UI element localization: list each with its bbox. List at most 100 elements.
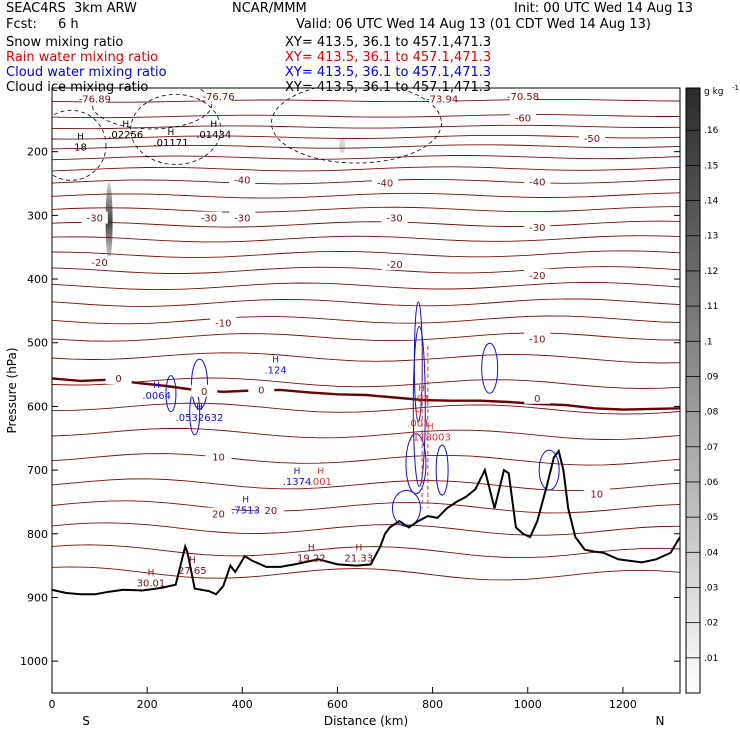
isotherm-line [52,166,680,172]
isotherm-line [52,453,680,466]
isotherm-label-bg [81,211,108,224]
isotherm-line [52,281,680,291]
high-marker-symbol: H [242,496,249,506]
isotherm-label-bg [578,131,605,144]
isotherm-label: -30 [87,214,103,225]
isotherm-label-bg [105,372,132,385]
isotherm-label: 20 [264,506,277,517]
colorbar-unit-exponent: -1 [732,84,739,92]
isotherm-line [52,98,680,103]
isotherm-label-bg [510,89,536,102]
high-marker-symbol: H [168,128,175,138]
init-time: Init: 00 UTC Wed 14 Aug 13 [514,1,694,16]
field-rain-xy: XY= 413.5, 36.1 to 457.1,471.3 [285,50,492,65]
isotherm-label-bg [381,258,408,271]
colorbar-tick-label: .12 [704,267,718,277]
isotherm-line [52,332,680,342]
isotherm-label: -76.89 [79,94,111,105]
x-tick-label: 600 [327,698,348,711]
isotherm-label-bg [248,383,275,396]
y-tick-label: 300 [27,209,48,222]
isotherm-label: 10 [212,452,225,463]
cloud-ice-contour [271,88,442,164]
high-marker-value: .01171 [153,138,188,149]
field-cloud-water-xy: XY= 413.5, 36.1 to 457.1,471.3 [285,65,492,80]
field-cloud-water-label: Cloud water mixing ratio [6,65,167,80]
isotherm-label-bg [583,487,610,500]
y-tick-label: 700 [27,464,48,477]
high-marker-symbol: H [418,384,425,394]
high-marker-value: 19.22 [297,553,326,564]
isotherm-line [52,500,680,514]
x-tick-label: 400 [232,698,253,711]
high-marker-symbol: H [189,556,196,566]
isotherm-label-bg [229,211,256,224]
high-marker-value: .0532632 [176,413,224,424]
terrain-line [52,448,680,596]
forecast-hours: 6 h [58,17,79,32]
colorbar-tick-label: .14 [704,197,719,207]
field-rain-label: Rain water mixing ratio [6,50,159,65]
field-snow-xy: XY= 413.5, 36.1 to 457.1,471.3 [285,35,492,50]
x-end-left: S [82,714,90,728]
isotherm-label-bg [229,173,256,186]
y-tick-label: 200 [27,146,48,159]
y-axis-title: Pressure (hPa) [5,347,19,433]
cloud-water-contour [391,489,421,527]
high-marker-symbol: H [148,569,155,579]
high-marker-value: .7513 [231,506,260,517]
cloud-ice-contour [91,88,213,130]
forecast-label: Fcst: [6,17,37,32]
y-tick-label: 800 [27,528,48,541]
isotherm-line [52,566,680,581]
high-marker-value: 27.65 [178,566,207,577]
isotherm-line [52,124,680,130]
isotherm-label: -30 [234,214,250,225]
isotherm-label-bg [205,89,232,102]
high-marker-symbol: H [355,543,362,553]
y-tick-label: 500 [27,337,48,350]
high-marker-value: .01 [414,394,430,405]
isotherm-line [52,315,680,325]
high-marker-symbol: H [196,403,203,413]
high-marker-value: .01434 [196,130,231,141]
ice-mixing-shading [339,137,346,154]
isotherm-label: 20 [212,510,225,521]
cloud-water-contour [538,449,560,491]
colorbar-tick-label: .02 [704,619,718,629]
isotherm-label: -20 [386,260,402,271]
colorbar-tick-label: .04 [704,548,719,558]
cloud-water-contour [481,342,499,394]
isotherm-line [52,266,680,274]
high-marker-value: .1374 [283,477,312,488]
isotherm-label-bg [429,92,456,105]
isotherm-line [52,522,680,536]
high-marker-symbol: H [122,120,129,130]
isotherm-label-bg [524,175,551,188]
isotherm-label-bg [381,211,408,224]
colorbar-tick-label: .1 [704,337,713,347]
isotherm-label: -20 [91,258,107,269]
isotherm-line [52,155,680,161]
isotherm-label-bg [524,332,551,345]
field-snow-label: Snow mixing ratio [6,35,124,50]
colorbar-tick-label: .09 [704,372,719,382]
isotherm-label: -73.94 [426,94,458,105]
high-marker-value: .124 [264,365,286,376]
isotherm-label: -60 [515,114,531,125]
cloud-water-contour [405,433,427,495]
isotherm-label-bg [86,256,113,269]
colorbar-unit: g kg [704,87,724,97]
isotherm-label-bg [196,211,222,224]
isotherm-line [52,377,680,389]
high-marker-value: .0064 [142,391,171,402]
plot-area: -76.89 -76.76 -73.94 -70.58 -60 -50 -40 -40 -40 -… [52,88,680,596]
plot-frame [51,87,681,694]
y-tick-label: 400 [27,273,48,286]
isotherm-line [52,192,680,199]
valid-time: Valid: 06 UTC Wed 14 Aug 13 (01 CDT Wed … [296,17,651,32]
isotherm-label-bg [191,384,218,397]
isotherm-line [52,206,680,213]
freezing-level-line [52,377,680,411]
